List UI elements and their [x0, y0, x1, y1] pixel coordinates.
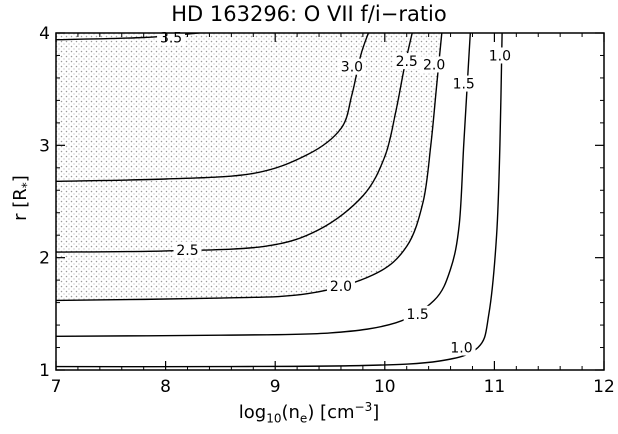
plot-frame	[55, 32, 605, 371]
contour-label-bg	[485, 47, 514, 64]
x-axis-label: log10(ne) [cm−3]	[0, 400, 618, 426]
contour-label-bg	[337, 58, 366, 75]
contour-label-bg	[447, 339, 476, 356]
shade-area	[56, 33, 442, 301]
ylabel-part: ]	[10, 175, 31, 183]
contour-1-5	[56, 33, 471, 337]
chart-title: HD 163296: O VII f/i−ratio	[171, 2, 447, 26]
contour-label-7: 2.0	[330, 279, 352, 295]
xlabel-sup: −3	[354, 400, 373, 414]
xlabel-part: log	[238, 402, 267, 423]
contour-lines	[56, 33, 503, 368]
contour-label-bg	[403, 305, 432, 322]
x-tick-label-3: 10	[374, 377, 396, 397]
contour-label-bg	[449, 75, 478, 92]
xlabel-sub: e	[299, 411, 308, 426]
x-tick-label-1: 8	[160, 377, 171, 397]
y-tick-label-0: 1	[39, 361, 50, 381]
contour-label-3: 2.0	[423, 57, 445, 73]
y-tick-label-2: 3	[39, 136, 50, 156]
x-tick-label-5: 12	[593, 377, 615, 397]
ylabel-sub: *	[19, 182, 34, 189]
x-tick-label-2: 9	[270, 377, 281, 397]
xlabel-part: (n	[281, 402, 300, 423]
contour-label-8: 1.5	[407, 307, 429, 323]
contour-label-1: 3.0	[341, 60, 363, 76]
contour-label-bg	[392, 53, 421, 70]
contour-label-4: 1.5	[453, 77, 475, 93]
y-tick-label-3: 4	[39, 24, 50, 44]
contour-label-bg	[326, 277, 355, 294]
x-tick-label-4: 11	[484, 377, 506, 397]
contour-2-0	[56, 33, 443, 302]
contour-2-5	[56, 33, 413, 253]
x-tick-label-0: 7	[51, 377, 62, 397]
xlabel-part: ) [cm	[307, 402, 355, 423]
y-tick-label-1: 2	[39, 249, 50, 269]
ylabel-part: r [R	[10, 188, 31, 221]
contour-label-bg	[420, 56, 449, 73]
xlabel-sub: 10	[266, 411, 282, 426]
xlabel-part: ]	[372, 402, 380, 423]
contour-label-bg	[173, 241, 202, 258]
y-axis-ticks: 1 2 3 4	[39, 24, 604, 381]
contour-label-6: 2.5	[176, 243, 198, 259]
contour-label-2: 2.5	[396, 54, 418, 70]
shaded-region	[56, 33, 442, 301]
x-axis-ticks: 7 8 9 10 11 12	[51, 33, 615, 397]
contour-label-9: 1.0	[450, 341, 472, 357]
contour-label-5: 1.0	[489, 48, 511, 64]
contour-3-5	[56, 33, 199, 41]
y-axis-label: r [R*]	[10, 158, 34, 238]
